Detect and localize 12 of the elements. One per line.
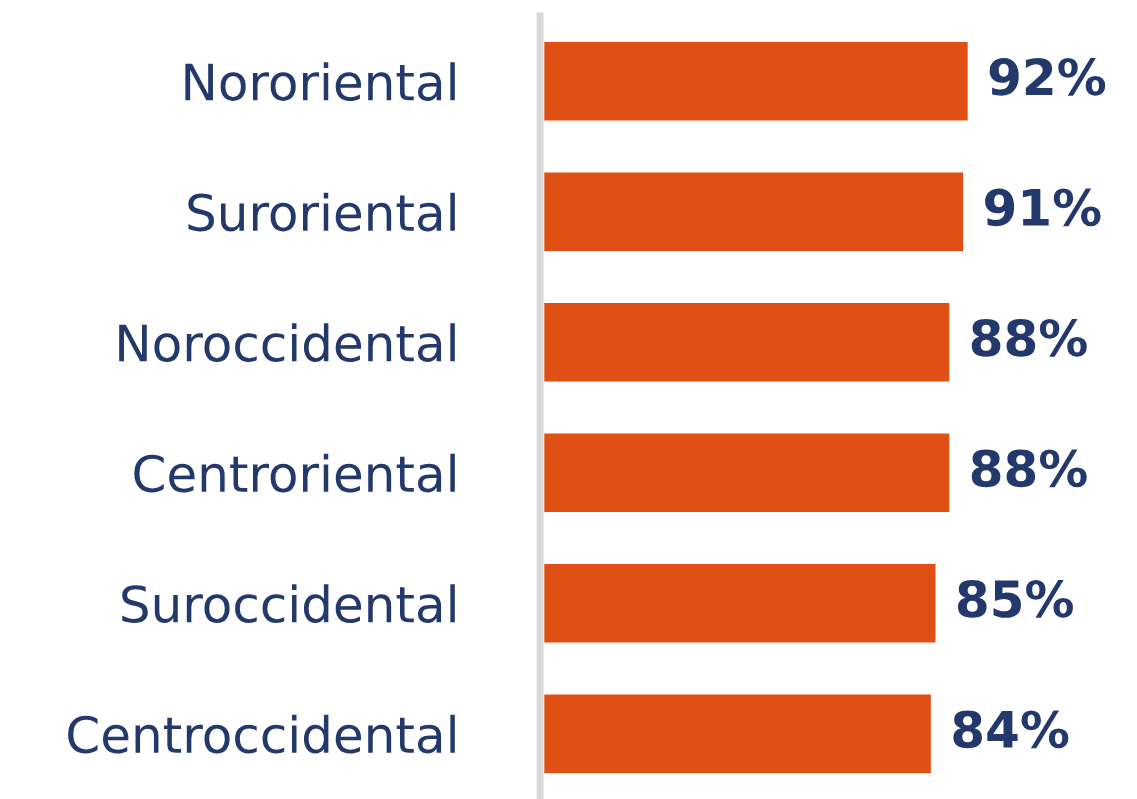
y-tick-label: Suroriental <box>188 192 455 232</box>
y-tick-label: Centroriental <box>134 453 455 493</box>
data-label: 85% <box>957 579 1073 618</box>
data-label: 92% <box>989 57 1106 96</box>
data-label: 88% <box>971 318 1087 357</box>
y-tick-label: Nororiental <box>185 62 455 101</box>
y-tick-label: Noroccidental <box>119 323 455 362</box>
data-label: 84% <box>953 710 1069 749</box>
y-tick-label: Centroccidental <box>68 714 455 754</box>
data-label: 91% <box>985 188 1101 227</box>
data-label: 88% <box>971 449 1087 488</box>
y-tick-label: Suroccidental <box>122 584 455 623</box>
